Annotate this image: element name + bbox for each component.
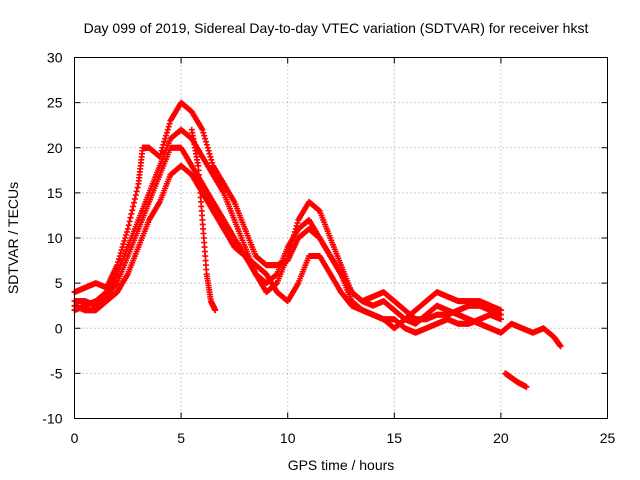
data-point — [119, 244, 126, 251]
data-point — [134, 184, 141, 191]
data-point — [114, 262, 121, 269]
series-track-3 — [71, 99, 504, 332]
data-point — [131, 195, 138, 202]
chart-title: Day 099 of 2019, Sidereal Day-to-day VTE… — [84, 20, 589, 36]
data-point — [199, 126, 206, 133]
y-tick-label: 25 — [47, 95, 63, 111]
data-point — [130, 203, 137, 210]
data-point — [156, 153, 163, 160]
y-tick-label: -5 — [50, 365, 63, 381]
data-point — [124, 225, 131, 232]
series-track-5 — [188, 126, 219, 314]
data-point — [121, 238, 128, 245]
x-tick-label: 10 — [280, 430, 296, 446]
y-tick-label: 15 — [47, 185, 63, 201]
data-point — [128, 210, 135, 217]
data-point — [161, 138, 168, 145]
x-tick-label: 5 — [177, 430, 185, 446]
plot-frame — [74, 57, 608, 419]
data-point — [160, 141, 167, 148]
y-axis-label: SDTVAR / TECUs — [5, 182, 21, 294]
data-point — [523, 383, 530, 390]
data-point — [162, 135, 169, 142]
data-point — [202, 135, 209, 142]
data-point — [127, 214, 134, 221]
data-point — [166, 120, 173, 127]
data-point — [129, 207, 136, 214]
data-point — [201, 132, 208, 139]
data-point — [202, 138, 209, 145]
y-tick-label: 0 — [55, 320, 63, 336]
x-tick-label: 15 — [387, 430, 403, 446]
data-point — [126, 218, 133, 225]
x-tick-label: 25 — [600, 430, 616, 446]
data-point — [123, 231, 130, 238]
data-point — [205, 147, 212, 154]
data-point — [158, 147, 165, 154]
data-point — [115, 259, 122, 266]
y-tick-label: 5 — [55, 275, 63, 291]
data-point — [206, 150, 213, 157]
data-point — [200, 129, 207, 136]
tick-layer: 0 5 10 15 20 25 -10 -5 0 5 10 15 20 25 30 — [42, 50, 615, 447]
data-point — [131, 199, 138, 206]
data-point — [157, 150, 164, 157]
data-point — [113, 281, 120, 288]
data-point — [497, 316, 504, 323]
grid-layer — [74, 57, 608, 419]
data-point — [208, 156, 215, 163]
y-tick-label: 20 — [47, 140, 63, 156]
y-tick-label: -10 — [42, 411, 62, 427]
data-point — [162, 132, 169, 139]
data-point — [117, 250, 124, 257]
x-axis-label: GPS time / hours — [288, 457, 395, 473]
data-point — [123, 228, 130, 235]
data-point — [125, 222, 132, 229]
data-point — [118, 247, 125, 254]
data-point — [204, 144, 211, 151]
x-tick-label: 20 — [493, 430, 509, 446]
data-point — [132, 192, 139, 199]
y-tick-label: 30 — [47, 50, 63, 66]
data-point — [116, 253, 123, 260]
x-tick-label: 0 — [71, 430, 79, 446]
data-point — [165, 123, 172, 130]
data-point — [164, 126, 171, 133]
y-tick-label: 10 — [47, 230, 63, 246]
data-point — [115, 256, 122, 263]
data-point — [497, 307, 504, 314]
data-point — [163, 129, 170, 136]
data-point — [122, 235, 129, 241]
data-point — [209, 159, 216, 166]
data-point — [557, 343, 564, 350]
data-point — [212, 307, 219, 314]
data-point — [120, 241, 127, 248]
data-point — [203, 141, 210, 148]
data-point — [207, 153, 214, 160]
data-point — [133, 188, 140, 195]
data-layer — [71, 99, 564, 390]
series-track-6 — [502, 370, 530, 390]
series-track-4 — [71, 162, 504, 336]
data-point — [294, 219, 301, 226]
data-point — [159, 144, 166, 151]
